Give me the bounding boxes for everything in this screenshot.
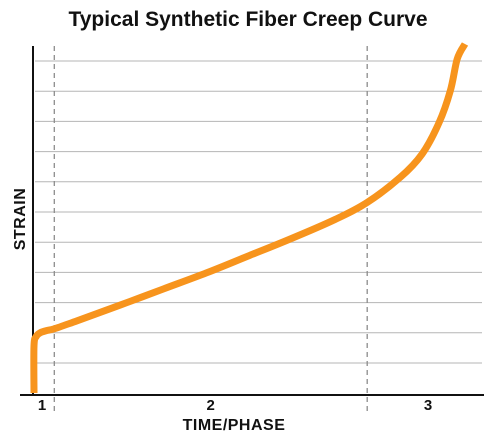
phase-label-2: 2 <box>207 397 215 414</box>
phase-labels: 1 2 3 <box>38 397 432 414</box>
grid-lines <box>35 60 482 364</box>
phase-label-3: 3 <box>424 397 432 414</box>
phase-dividers <box>53 46 368 411</box>
y-axis-label: STRAIN <box>12 188 29 251</box>
x-axis-label: TIME/PHASE <box>183 417 286 434</box>
axes <box>20 46 484 396</box>
phase-label-1: 1 <box>38 397 46 414</box>
series-layer <box>30 42 469 394</box>
chart-title: Typical Synthetic Fiber Creep Curve <box>68 8 427 31</box>
creep-curve <box>30 42 469 394</box>
